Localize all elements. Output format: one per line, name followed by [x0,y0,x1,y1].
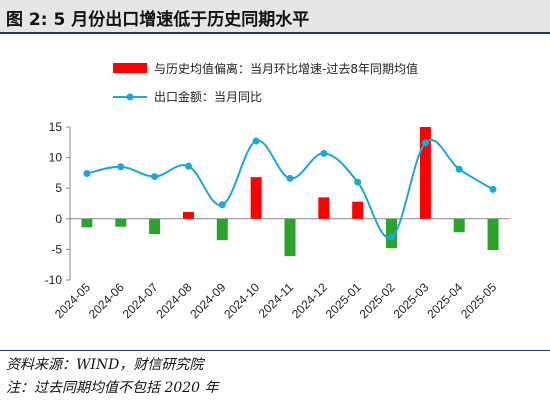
x-tick-label: 2025-04 [424,280,465,321]
source-block: 资料来源：WIND，财信研究院 注：过去同期均值不包括 2020 年 [0,350,550,400]
y-tick-label: 0 [55,212,62,226]
y-axis: -10 -5 0 5 10 15 [45,120,510,287]
bars [81,127,499,257]
title-bar: 图 2: 5 月份出口增速低于历史同期水平 [0,0,550,34]
legend-bar-label: 与历史均值偏离：当月环比增速-过去8年同期均值 [154,61,418,76]
legend: 与历史均值偏离：当月环比增速-过去8年同期均值 出口金额：当月同比 [113,61,418,104]
y-tick-label: -10 [45,273,63,287]
source-note: 资料来源：WIND，财信研究院 [6,357,204,373]
deviation-bar [182,212,194,219]
legend-bar-swatch [113,63,147,73]
deviation-bar [487,218,499,251]
x-tick-label: 2025-01 [323,280,364,321]
x-tick-label: 2024-09 [187,280,228,321]
x-tick-label: 2024-11 [256,280,297,321]
footnote: 注：过去同期均值不包括 2020 年 [6,380,219,396]
deviation-bar [216,218,228,241]
x-tick-label: 2025-03 [390,280,431,321]
yoy-line-point [388,233,396,241]
deviation-bar [115,218,127,227]
x-tick-label: 2024-10 [221,280,262,321]
legend-line-marker [126,93,134,101]
deviation-bar [318,197,330,219]
y-tick-label: 10 [49,151,63,165]
legend-line-label: 出口金额：当月同比 [154,89,262,104]
x-tick-label: 2024-12 [289,280,330,321]
deviation-bar [386,218,398,249]
yoy-line-point [151,173,159,181]
yoy-line-point [184,162,192,170]
deviation-bar [149,218,161,235]
deviation-bar [250,177,262,219]
yoy-line-point [218,201,226,209]
x-tick-label: 2025-05 [458,280,499,321]
yoy-line-point [286,174,294,182]
figure-title: 图 2: 5 月份出口增速低于历史同期水平 [6,10,310,30]
yoy-line-point [489,185,497,193]
chart: 与历史均值偏离：当月环比增速-过去8年同期均值 出口金额：当月同比 -10 -5 0… [45,61,510,321]
yoy-line-point [117,163,125,171]
y-tick-label: -5 [51,242,62,256]
deviation-bar [352,201,364,219]
yoy-line-point [455,165,463,173]
yoy-line-point [252,137,260,145]
x-tick-label: 2025-02 [357,280,398,321]
deviation-bar [81,218,93,228]
deviation-bar [284,218,296,257]
y-tick-label: 5 [55,181,62,195]
yoy-line-point [421,139,429,147]
x-tick-label: 2024-07 [120,280,161,321]
yoy-line-point [83,170,91,178]
x-axis-ticks: 2024-052024-062024-072024-082024-092024-… [52,280,499,321]
x-tick-label: 2024-08 [154,280,195,321]
yoy-line-point [354,178,362,186]
x-tick-label: 2024-06 [86,280,127,321]
yoy-line-series [83,137,497,241]
yoy-line-point [320,149,328,157]
deviation-bar [419,127,431,219]
y-tick-label: 15 [49,120,63,134]
deviation-bar [453,218,465,233]
